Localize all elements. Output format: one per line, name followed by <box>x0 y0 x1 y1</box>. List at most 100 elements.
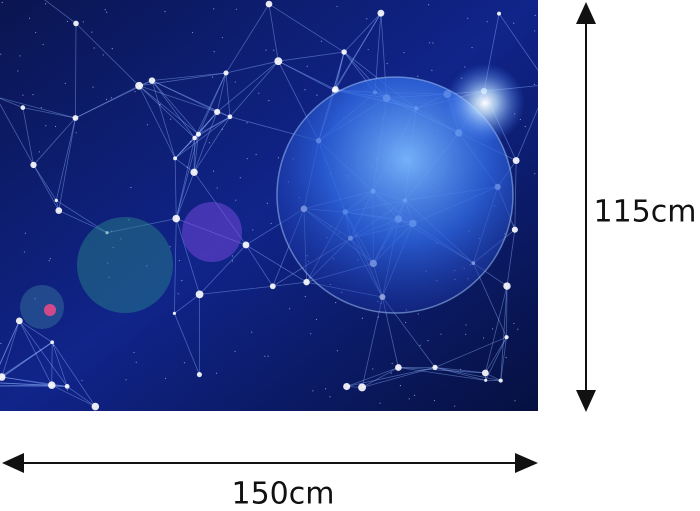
star <box>134 91 136 93</box>
star <box>304 296 306 298</box>
network-link <box>175 172 195 219</box>
network-node <box>54 198 58 203</box>
star <box>183 362 186 364</box>
network-link <box>506 229 516 287</box>
star <box>82 21 84 23</box>
star <box>112 247 114 249</box>
star <box>255 153 257 156</box>
star <box>66 20 69 23</box>
star <box>135 361 137 363</box>
star <box>509 287 511 289</box>
network-node <box>91 402 100 411</box>
network-link <box>55 117 76 201</box>
star <box>212 170 215 172</box>
network-link <box>346 366 436 387</box>
network-link <box>175 134 199 219</box>
network-link <box>193 134 199 173</box>
star <box>270 222 272 225</box>
network-link <box>333 51 345 91</box>
star <box>454 405 456 407</box>
network-link <box>66 386 96 407</box>
star <box>159 104 161 106</box>
star <box>405 321 407 324</box>
star <box>403 52 405 54</box>
network-node <box>195 131 201 137</box>
star <box>431 69 433 71</box>
star <box>399 385 402 387</box>
network-node <box>503 282 511 290</box>
network-link <box>198 111 218 135</box>
network-node <box>214 108 221 116</box>
star <box>191 31 194 34</box>
star <box>215 372 218 374</box>
light-flare <box>445 63 525 143</box>
star <box>64 82 66 84</box>
network-node <box>303 278 310 286</box>
network-link <box>193 137 196 173</box>
star <box>304 89 306 91</box>
network-node <box>172 311 177 315</box>
network-link <box>278 60 336 90</box>
network-node <box>196 371 202 378</box>
network-link <box>498 13 538 71</box>
network-node <box>498 378 503 383</box>
star <box>164 11 166 13</box>
network-link <box>1 320 20 378</box>
network-link <box>0 103 34 166</box>
star <box>513 22 515 24</box>
lens-flare <box>182 202 242 262</box>
star <box>40 107 42 109</box>
star <box>366 18 368 20</box>
star <box>361 317 364 319</box>
star <box>277 157 280 159</box>
star <box>102 54 104 56</box>
globe <box>277 77 513 313</box>
star <box>231 255 233 257</box>
star <box>273 49 275 51</box>
network-link <box>138 85 195 139</box>
network-link <box>33 164 57 201</box>
star <box>52 344 55 346</box>
network-node <box>192 135 197 141</box>
network-node <box>73 20 79 27</box>
network-link <box>174 294 200 314</box>
star <box>106 11 108 13</box>
star <box>0 342 2 345</box>
network-link <box>33 164 60 211</box>
star <box>252 229 254 231</box>
network-link <box>229 60 279 118</box>
network-node <box>341 49 347 55</box>
network-link <box>0 382 52 386</box>
network-link <box>333 12 382 91</box>
star <box>324 388 327 390</box>
network-node <box>135 81 144 90</box>
network-node <box>242 241 250 249</box>
network-node <box>190 168 198 176</box>
network-link <box>398 367 486 374</box>
network-node <box>332 86 339 93</box>
star <box>54 125 57 128</box>
star <box>22 94 24 96</box>
star <box>234 350 236 352</box>
network-link <box>174 157 195 173</box>
star <box>111 48 113 50</box>
lens-flare <box>44 304 56 316</box>
network-node <box>105 231 109 235</box>
network-link <box>434 366 501 381</box>
star <box>533 83 536 86</box>
star <box>234 81 236 83</box>
star <box>186 166 188 168</box>
star <box>433 399 436 402</box>
star <box>408 398 410 400</box>
height-arrow <box>576 2 596 412</box>
star <box>213 51 215 53</box>
star <box>164 377 167 380</box>
network-link <box>272 281 307 287</box>
network-link <box>175 218 200 295</box>
star <box>517 328 519 330</box>
star <box>419 344 421 346</box>
network-link <box>18 320 53 386</box>
star <box>428 4 430 6</box>
star <box>267 355 269 357</box>
star <box>310 333 312 335</box>
